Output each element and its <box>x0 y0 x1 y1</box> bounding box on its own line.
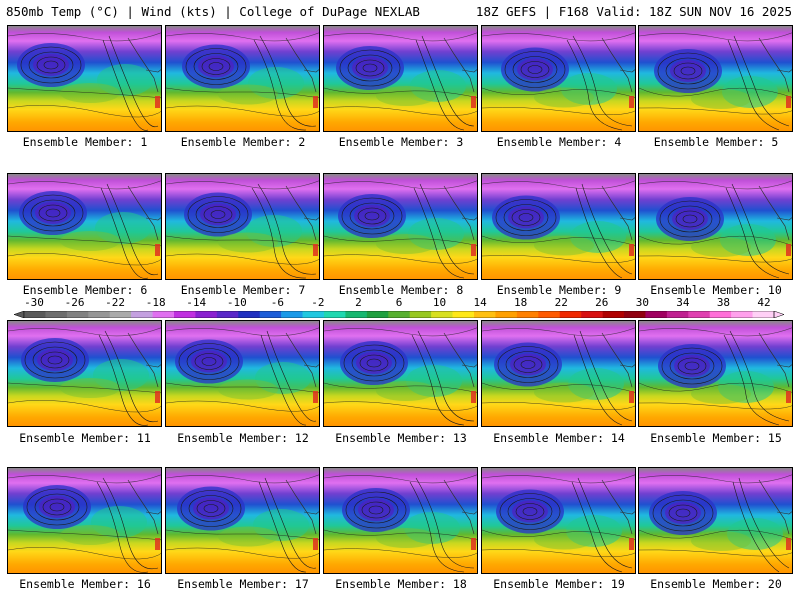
colorbar-min-arrow <box>14 311 25 318</box>
ensemble-member-label: Ensemble Member: 12 <box>177 431 309 445</box>
colorbar-tick-label: -2 <box>311 296 325 309</box>
ensemble-member-label: Ensemble Member: 10 <box>650 283 782 297</box>
colorbar-tick-label: -14 <box>186 296 207 309</box>
ensemble-map-panel <box>7 25 162 132</box>
ensemble-map-panel <box>323 25 478 132</box>
ensemble-member-label: Ensemble Member: 13 <box>335 431 467 445</box>
colorbar-swatch <box>752 311 775 318</box>
colorbar-swatch <box>452 311 475 318</box>
colorbar-swatch <box>666 311 689 318</box>
chart-title: 850mb Temp (°C) | Wind (kts) | College o… <box>6 4 420 19</box>
ensemble-map-panel <box>638 320 793 427</box>
ensemble-member-label: Ensemble Member: 3 <box>338 135 464 149</box>
colorbar-tick-label: 26 <box>595 296 609 309</box>
colorbar-tick-label: -18 <box>145 296 166 309</box>
colorbar-max-arrow <box>773 311 784 318</box>
colorbar-tick-label: -10 <box>226 296 247 309</box>
ensemble-member-label: Ensemble Member: 17 <box>177 577 309 591</box>
colorbar-swatch <box>174 311 196 318</box>
ensemble-member-label: Ensemble Member: 20 <box>650 577 782 591</box>
colorbar-tick-label: 34 <box>676 296 690 309</box>
colorbar-swatch <box>602 311 625 318</box>
ensemble-member-label: Ensemble Member: 6 <box>22 283 148 297</box>
ensemble-member-label: Ensemble Member: 19 <box>493 577 625 591</box>
ensemble-map-panel <box>7 467 162 574</box>
ensemble-map-panel <box>323 173 478 280</box>
colorbar-tick-label: 30 <box>635 296 649 309</box>
colorbar-swatch <box>195 311 218 318</box>
temperature-colorbar <box>14 311 784 318</box>
colorbar-tick-label: 2 <box>355 296 362 309</box>
colorbar-swatch <box>88 311 111 318</box>
ensemble-member-label: Ensemble Member: 16 <box>19 577 151 591</box>
colorbar-swatch <box>238 311 261 318</box>
ensemble-member-label: Ensemble Member: 2 <box>180 135 306 149</box>
ensemble-member-label: Ensemble Member: 15 <box>650 431 782 445</box>
ensemble-map-panel <box>7 173 162 280</box>
ensemble-map-panel <box>481 173 636 280</box>
ensemble-member-label: Ensemble Member: 7 <box>180 283 306 297</box>
colorbar-tick-label: 42 <box>757 296 771 309</box>
colorbar-swatch <box>624 311 646 318</box>
colorbar-swatch <box>366 311 389 318</box>
ensemble-map-panel <box>481 320 636 427</box>
colorbar-swatch <box>688 311 711 318</box>
ensemble-member-label: Ensemble Member: 14 <box>493 431 625 445</box>
colorbar-swatch <box>302 311 325 318</box>
ensemble-map-panel <box>165 173 320 280</box>
ensemble-map-panel <box>165 467 320 574</box>
ensemble-map-panel <box>481 25 636 132</box>
colorbar-swatch <box>345 311 368 318</box>
ensemble-map-panel <box>165 25 320 132</box>
ensemble-member-label: Ensemble Member: 11 <box>19 431 151 445</box>
colorbar-swatch <box>538 311 561 318</box>
valid-time: 18Z GEFS | F168 Valid: 18Z SUN NOV 16 20… <box>475 4 792 19</box>
colorbar-tick-label: -30 <box>24 296 44 309</box>
colorbar-swatch <box>388 311 411 318</box>
colorbar-swatch <box>324 311 346 318</box>
colorbar-swatch <box>731 311 753 318</box>
ensemble-map-panel <box>165 320 320 427</box>
colorbar-swatch <box>495 311 518 318</box>
colorbar-swatch <box>259 311 282 318</box>
colorbar-tick-label: 38 <box>716 296 731 309</box>
colorbar-swatch <box>516 311 539 318</box>
ensemble-member-label: Ensemble Member: 1 <box>22 135 148 149</box>
ensemble-member-label: Ensemble Member: 9 <box>496 283 622 297</box>
colorbar-tick-label: 10 <box>432 296 447 309</box>
ensemble-member-label: Ensemble Member: 18 <box>335 577 467 591</box>
colorbar-tick-label: -26 <box>64 296 85 309</box>
ensemble-map-panel <box>638 467 793 574</box>
colorbar-swatch <box>581 311 603 318</box>
colorbar-swatch <box>131 311 153 318</box>
colorbar-swatch <box>709 311 732 318</box>
colorbar-swatch <box>474 311 496 318</box>
colorbar-swatch <box>216 311 239 318</box>
colorbar-swatch <box>24 311 46 318</box>
ensemble-map-panel <box>638 25 793 132</box>
ensemble-member-label: Ensemble Member: 5 <box>653 135 779 149</box>
colorbar-swatch <box>152 311 175 318</box>
ensemble-map-panel <box>481 467 636 574</box>
colorbar-tick-label: 22 <box>554 296 568 309</box>
colorbar-swatch <box>645 311 668 318</box>
ensemble-map-panel <box>638 173 793 280</box>
colorbar-swatch <box>431 311 453 318</box>
colorbar-tick-label: -6 <box>270 296 284 309</box>
ensemble-member-label: Ensemble Member: 4 <box>496 135 622 149</box>
colorbar-swatch <box>281 311 303 318</box>
colorbar-tick-label: 6 <box>395 296 403 309</box>
ensemble-member-label: Ensemble Member: 8 <box>338 283 464 297</box>
colorbar-tick-label: -22 <box>105 296 126 309</box>
ensemble-map-panel <box>323 467 478 574</box>
colorbar-swatch <box>66 311 89 318</box>
colorbar-tick-label: 18 <box>514 296 528 309</box>
ensemble-map-panel <box>323 320 478 427</box>
colorbar-swatch <box>109 311 132 318</box>
ensemble-map-panel <box>7 320 162 427</box>
colorbar-tick-label: 14 <box>473 296 487 309</box>
colorbar-swatch <box>559 311 582 318</box>
colorbar-swatch <box>409 311 432 318</box>
colorbar-swatch <box>45 311 68 318</box>
